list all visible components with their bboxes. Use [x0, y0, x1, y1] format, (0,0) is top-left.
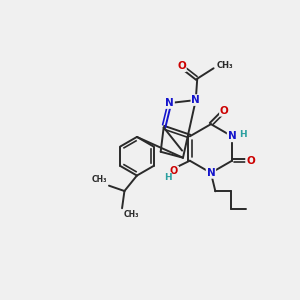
Text: H: H	[239, 130, 247, 139]
Text: CH₃: CH₃	[217, 61, 233, 70]
Text: N: N	[207, 168, 215, 178]
Text: O: O	[177, 61, 186, 71]
Text: O: O	[220, 106, 229, 116]
Text: O: O	[246, 156, 255, 166]
Text: H: H	[164, 173, 171, 182]
Text: N: N	[191, 95, 200, 105]
Text: N: N	[228, 131, 236, 141]
Text: CH₃: CH₃	[124, 210, 139, 219]
Text: O: O	[170, 167, 178, 176]
Text: N: N	[165, 98, 174, 108]
Text: CH₃: CH₃	[92, 175, 107, 184]
